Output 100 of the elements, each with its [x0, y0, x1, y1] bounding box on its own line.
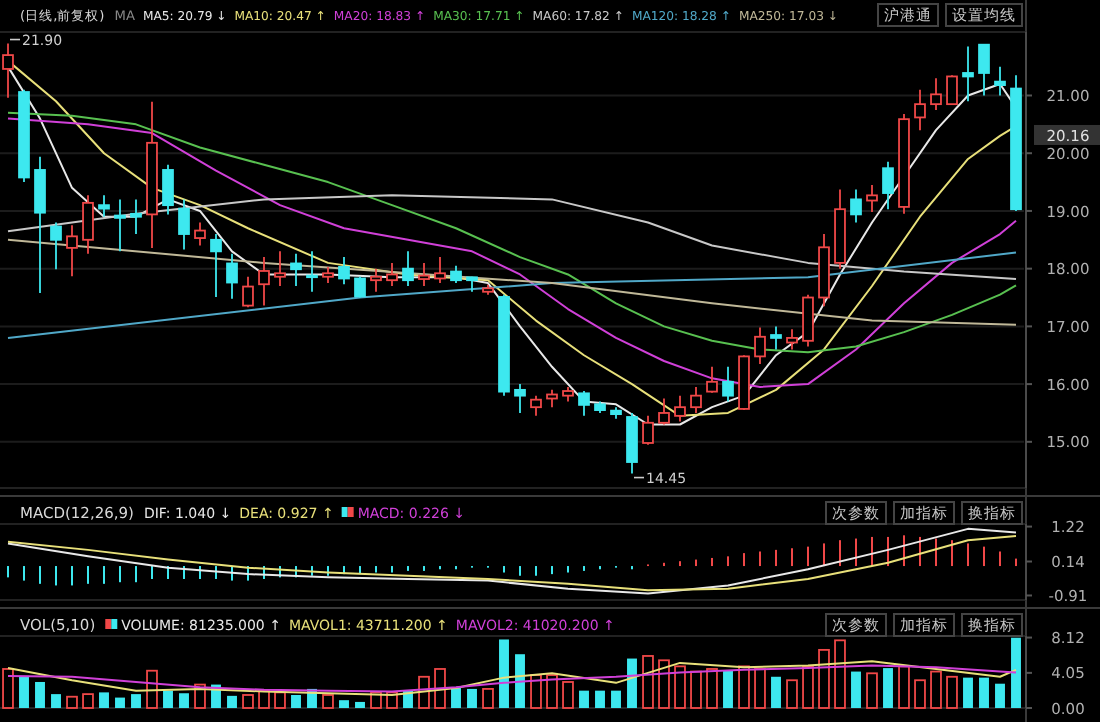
bar — [179, 693, 189, 708]
candlestick — [98, 194, 110, 218]
bar — [754, 668, 766, 709]
bar — [418, 675, 430, 709]
bar — [883, 668, 893, 708]
candlestick — [770, 325, 782, 351]
line-series — [7, 238, 1017, 326]
bar — [82, 693, 94, 709]
bar — [2, 668, 14, 709]
bar — [482, 688, 494, 709]
bar — [291, 694, 301, 708]
candlestick — [34, 155, 46, 294]
bar — [611, 690, 621, 708]
bar — [834, 639, 846, 709]
candlestick — [546, 388, 558, 409]
bar — [771, 676, 781, 708]
candlestick — [194, 221, 206, 247]
line-series — [7, 194, 1017, 281]
bar — [658, 659, 670, 709]
bar — [546, 674, 558, 709]
bar — [979, 677, 989, 708]
bar — [51, 694, 61, 708]
bar — [499, 639, 509, 708]
bar — [242, 694, 254, 709]
candlestick — [882, 160, 894, 211]
bar — [579, 690, 589, 708]
candlestick — [914, 88, 926, 132]
candlestick — [818, 233, 830, 308]
bar — [914, 679, 926, 709]
bar — [467, 688, 477, 708]
candlestick — [994, 65, 1006, 97]
bar — [339, 700, 349, 708]
bar — [35, 681, 45, 708]
candlestick — [114, 198, 126, 253]
candlestick — [66, 224, 78, 278]
bar — [595, 690, 605, 708]
candlestick — [258, 256, 270, 307]
candlestick — [386, 261, 398, 287]
bar — [818, 648, 830, 709]
candlestick — [514, 383, 526, 414]
bar — [370, 691, 382, 709]
bar — [19, 675, 29, 708]
candlestick — [226, 252, 238, 300]
candlestick — [418, 261, 430, 287]
bar — [434, 668, 446, 709]
candlestick — [338, 256, 350, 286]
bar — [627, 658, 637, 708]
bar — [930, 670, 942, 709]
candlestick — [306, 250, 318, 293]
bar — [115, 697, 125, 708]
bar — [322, 694, 334, 709]
bar — [851, 671, 861, 708]
bar — [451, 688, 461, 708]
bar — [146, 669, 158, 709]
bar — [866, 672, 878, 709]
candlestick — [930, 77, 942, 111]
bar — [131, 694, 141, 708]
bar — [706, 668, 718, 709]
bar — [642, 655, 654, 709]
candlestick — [674, 394, 686, 423]
bar — [227, 695, 237, 708]
bar — [738, 665, 750, 709]
line-series — [7, 251, 1017, 339]
candlestick — [754, 326, 766, 365]
bar — [674, 665, 686, 709]
candlestick — [322, 266, 334, 284]
candlestick — [610, 406, 622, 420]
bar — [723, 670, 733, 708]
candlestick — [130, 198, 142, 235]
bar — [946, 675, 958, 709]
candlestick — [2, 42, 14, 99]
bar — [786, 679, 798, 709]
candlestick — [82, 194, 94, 255]
bar — [194, 683, 206, 709]
bar — [163, 690, 173, 708]
candlestick — [866, 184, 878, 213]
bar — [690, 670, 702, 709]
candlestick — [290, 252, 302, 287]
bar — [66, 695, 78, 709]
candlestick — [690, 386, 702, 414]
candlestick — [178, 198, 190, 251]
candlestick — [962, 45, 974, 103]
candlestick — [834, 188, 846, 270]
candlestick — [434, 256, 446, 284]
bar — [963, 677, 973, 708]
bar — [355, 701, 365, 708]
bar — [1011, 637, 1021, 708]
bar — [515, 654, 525, 708]
bar — [995, 683, 1005, 708]
bar — [562, 681, 574, 709]
bar — [386, 691, 398, 709]
candlestick — [146, 100, 158, 249]
candlestick — [274, 250, 286, 287]
bar — [802, 665, 814, 709]
candlestick — [402, 250, 414, 287]
bar — [898, 665, 910, 709]
bar — [530, 674, 542, 709]
candlestick — [50, 221, 62, 271]
candlestick — [370, 267, 382, 293]
candlestick — [210, 233, 222, 298]
